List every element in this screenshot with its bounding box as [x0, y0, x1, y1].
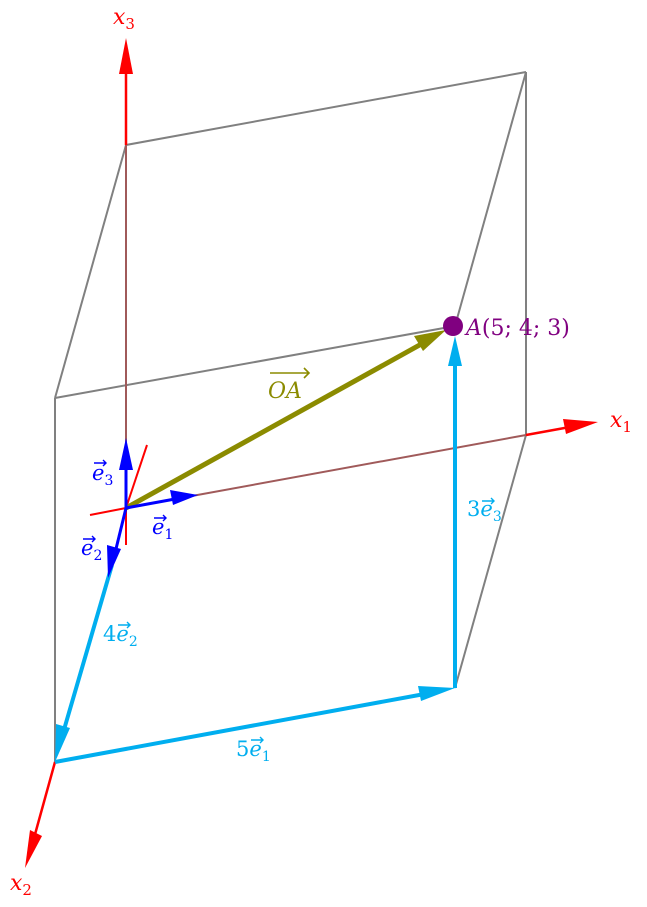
svg-text:e3: e3 — [92, 461, 113, 489]
parallelepiped-box — [54, 71, 527, 762]
svg-text:e2: e2 — [81, 536, 102, 564]
svg-text:e1: e1 — [152, 515, 173, 543]
vector-4e2-arrow-icon — [55, 724, 70, 762]
e1-arrow-icon — [170, 490, 198, 505]
svg-text:4e2: 4e2 — [103, 622, 138, 650]
x1-axis — [89, 419, 598, 516]
e1-label: e1 — [152, 514, 173, 543]
vector-accent-icon — [83, 535, 96, 543]
x3-arrow-icon — [119, 38, 133, 74]
vector-accent-icon — [94, 459, 107, 467]
x1-axis-label: x1 — [610, 408, 632, 436]
component-5e1-label: 5e1 — [236, 736, 271, 765]
vector-5e1-arrow-icon — [418, 686, 455, 701]
x2-axis-label: x2 — [10, 871, 32, 899]
e3-label: e3 — [92, 459, 113, 489]
e2-arrow-icon — [107, 545, 121, 578]
svg-text:5e1: 5e1 — [236, 737, 271, 765]
x3-axis-label: x3 — [113, 5, 135, 33]
e3-arrow-icon — [119, 438, 133, 470]
point-A-label: A(5; 4; 3) — [464, 316, 570, 341]
svg-text:3e3: 3e3 — [467, 497, 502, 525]
vector-accent-icon — [251, 736, 264, 744]
vector-OA-label: OA — [268, 367, 311, 404]
vector-OA — [124, 330, 446, 511]
component-4e2-label: 4e2 — [103, 621, 138, 650]
vector-accent-icon — [118, 621, 131, 629]
component-vectors — [54, 336, 462, 764]
x2-axis — [25, 444, 148, 868]
vector-accent-icon — [270, 367, 311, 379]
vector-accent-icon — [482, 497, 495, 505]
component-3e3-label: 3e3 — [467, 497, 502, 525]
x2-arrow-icon — [25, 830, 42, 868]
svg-text:OA: OA — [268, 379, 302, 404]
basis-vectors — [107, 438, 198, 578]
x1-arrow-icon — [563, 419, 598, 434]
vector-accent-icon — [154, 514, 167, 522]
vector-OA-arrow-icon — [414, 330, 446, 351]
point-A-marker — [443, 316, 463, 336]
vector-3e3-arrow-icon — [448, 336, 462, 366]
e2-label: e2 — [81, 535, 102, 564]
